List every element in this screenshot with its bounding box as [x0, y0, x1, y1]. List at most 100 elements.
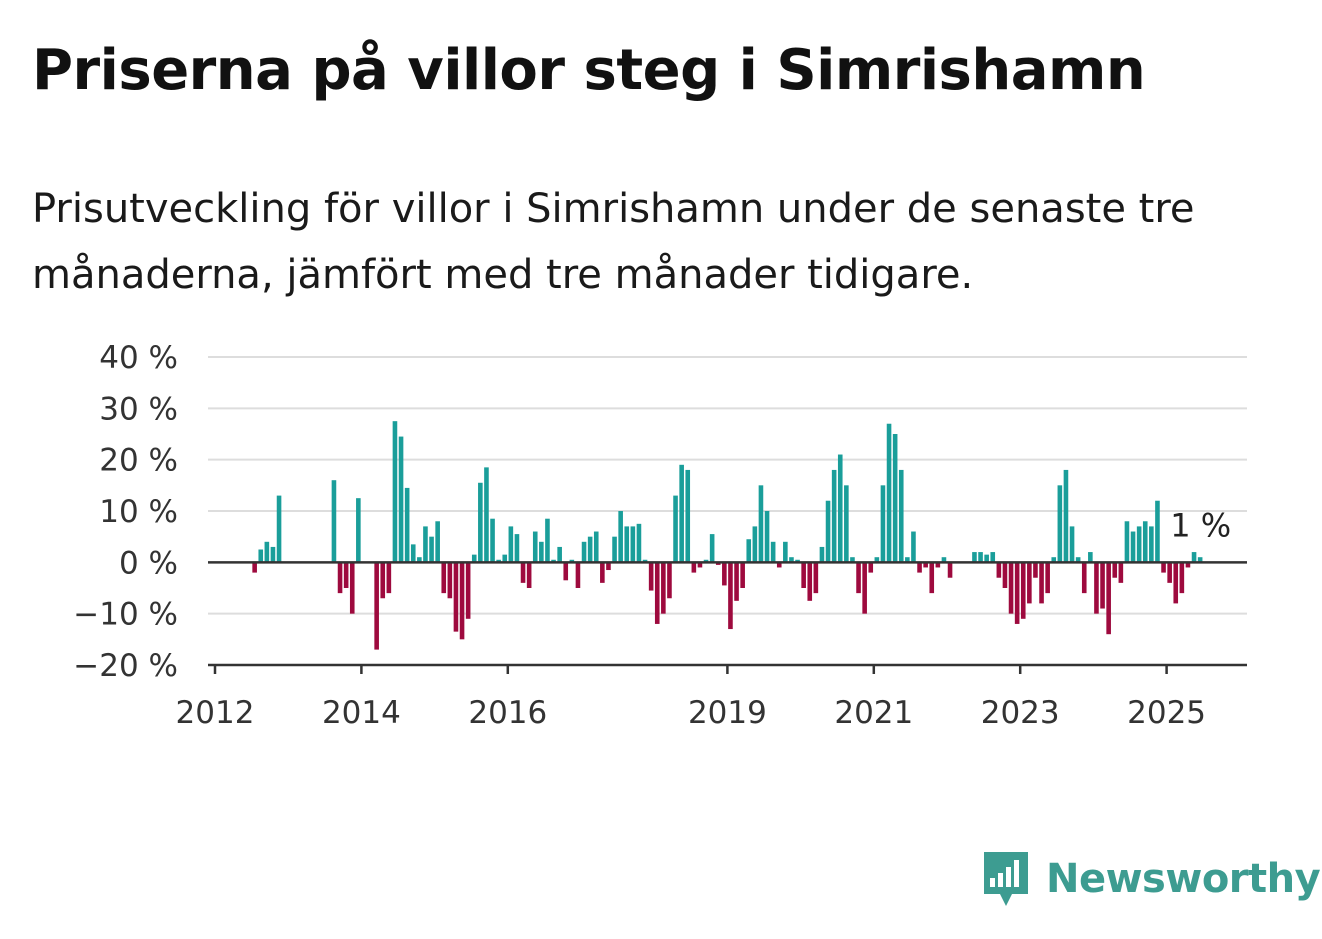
bar — [1063, 469, 1069, 563]
bar — [947, 562, 953, 578]
bar — [1173, 562, 1179, 604]
bar — [667, 562, 672, 599]
bar — [374, 562, 379, 650]
bar — [709, 534, 715, 563]
bar — [905, 557, 910, 563]
bar — [1155, 500, 1160, 563]
bar — [1130, 531, 1136, 563]
bar — [410, 544, 416, 563]
y-tick-label: −20 % — [73, 648, 178, 684]
y-tick-label: −10 % — [73, 597, 178, 633]
y-tick-label: 20 % — [99, 443, 178, 479]
bar — [636, 523, 642, 563]
bar — [343, 562, 349, 588]
bar — [356, 498, 361, 563]
bar — [740, 562, 745, 588]
bar — [722, 562, 727, 586]
bar — [539, 541, 544, 563]
bar — [618, 511, 623, 563]
bar — [1081, 562, 1087, 594]
bar — [404, 487, 410, 563]
bar — [984, 554, 989, 563]
bar — [1039, 562, 1044, 604]
bar — [1033, 562, 1038, 578]
bar — [600, 562, 605, 583]
bar — [1179, 562, 1185, 594]
bar — [252, 562, 257, 573]
bar — [1045, 562, 1050, 594]
bar — [996, 562, 1002, 578]
bar — [270, 546, 276, 563]
bar — [837, 454, 843, 563]
bar — [337, 562, 343, 594]
bar — [691, 562, 697, 573]
bar — [1112, 562, 1118, 578]
bar — [856, 562, 861, 594]
bar — [728, 562, 733, 630]
bar — [813, 562, 819, 594]
bar — [490, 518, 495, 563]
bar — [807, 562, 813, 601]
bar — [868, 562, 874, 573]
bar — [612, 536, 617, 563]
newsworthy-logo-icon — [984, 852, 1028, 906]
bar — [935, 562, 941, 568]
bar — [532, 531, 538, 563]
bar — [880, 485, 886, 563]
bar — [825, 500, 831, 563]
bar — [990, 552, 996, 563]
bar — [801, 562, 806, 588]
bar — [673, 495, 678, 563]
bar — [484, 467, 489, 563]
bar — [630, 526, 636, 563]
bar — [789, 557, 794, 563]
bar — [1167, 562, 1172, 583]
x-tick-label: 2012 — [176, 695, 255, 731]
bar — [685, 469, 691, 563]
bar — [514, 534, 520, 563]
bar — [508, 526, 514, 563]
bar — [978, 552, 983, 563]
bar — [746, 539, 752, 563]
bar — [1008, 562, 1014, 614]
bar — [435, 521, 440, 563]
bar — [972, 552, 977, 563]
y-tick-label: 0 % — [119, 545, 178, 581]
grid-lines — [208, 356, 1247, 615]
bar — [844, 485, 849, 563]
bar — [1088, 552, 1093, 563]
bar — [520, 562, 526, 583]
bar — [1142, 521, 1148, 563]
x-tick-label: 2021 — [834, 695, 913, 731]
bar — [1100, 562, 1105, 609]
bar — [679, 464, 684, 563]
bar — [1020, 562, 1026, 619]
bar — [258, 549, 264, 563]
bar — [1094, 562, 1099, 614]
bar — [453, 562, 459, 632]
bar — [478, 482, 483, 563]
bar — [1197, 557, 1203, 563]
bar — [276, 495, 282, 563]
bar — [1136, 526, 1142, 563]
bar — [929, 562, 935, 594]
bar — [654, 562, 660, 624]
x-tick-label: 2016 — [468, 695, 547, 731]
bar — [557, 546, 562, 563]
bar — [563, 562, 569, 581]
bar — [783, 541, 788, 563]
bar — [496, 559, 501, 563]
bar — [898, 469, 904, 563]
bar — [423, 526, 428, 563]
axes — [208, 561, 1247, 674]
bar — [1106, 562, 1111, 635]
bar — [465, 562, 471, 619]
bar — [1075, 557, 1081, 563]
bar — [941, 557, 947, 563]
bar — [1149, 526, 1154, 563]
bar — [752, 526, 758, 563]
bars — [252, 421, 1203, 650]
x-tick-label: 2014 — [322, 695, 401, 731]
bar — [569, 559, 575, 563]
bar — [1161, 562, 1166, 573]
